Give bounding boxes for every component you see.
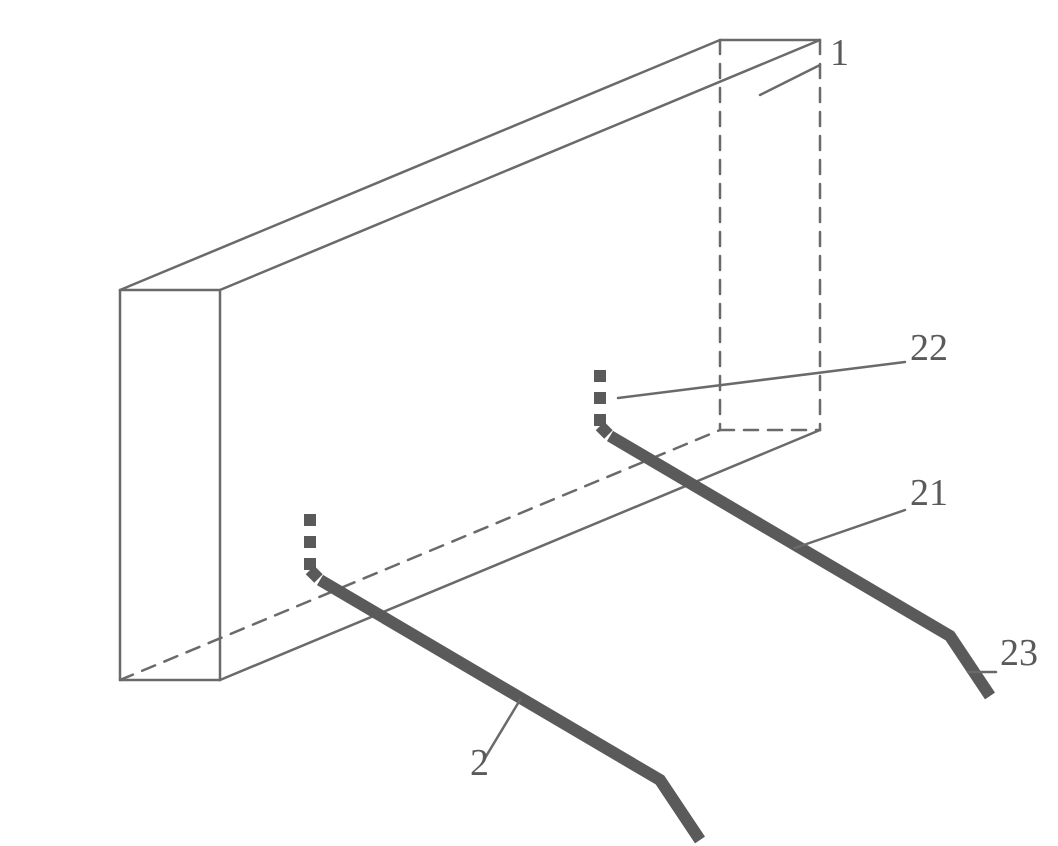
rod-back-elbow	[600, 426, 610, 436]
label-22: 22	[910, 326, 948, 370]
leader-1	[760, 65, 820, 95]
diagram-canvas	[0, 0, 1058, 846]
label-23: 23	[1000, 631, 1038, 675]
label-21: 21	[910, 471, 948, 515]
box-depth-bottom-right	[220, 430, 820, 680]
leader-21	[795, 510, 905, 548]
label-1: 1	[830, 31, 849, 75]
label-2: 2	[470, 741, 489, 785]
rod-front-main	[320, 580, 700, 840]
box-depth-top-left	[120, 40, 720, 290]
box-depth-top-right	[220, 40, 820, 290]
rod-front-elbow	[310, 570, 320, 580]
leader-22	[618, 362, 905, 398]
leader-2	[485, 700, 520, 758]
